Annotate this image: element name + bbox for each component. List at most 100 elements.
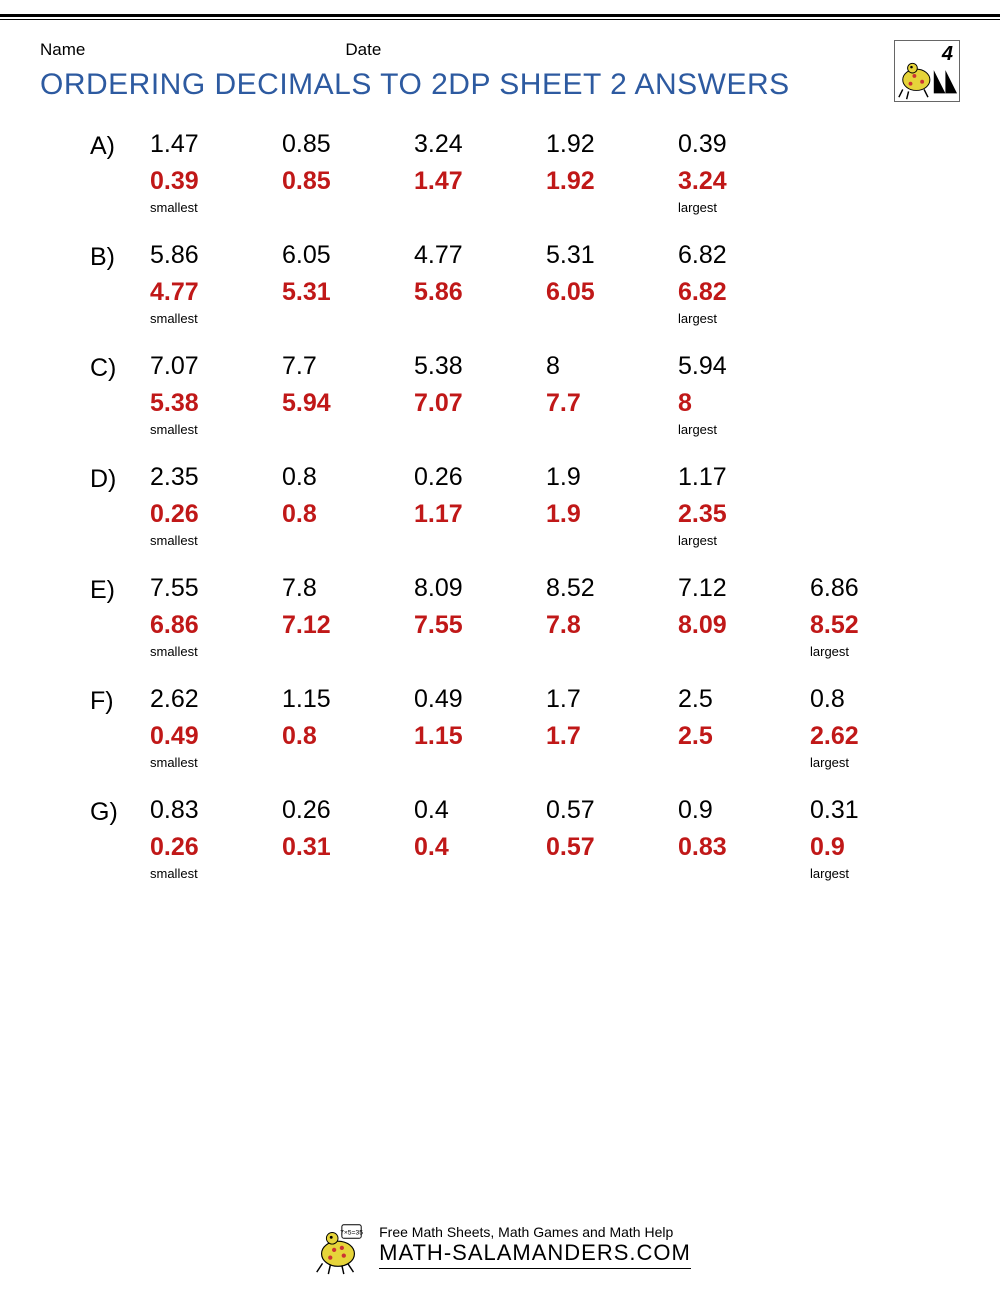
problem-value: 1.15 bbox=[282, 685, 414, 718]
problem-value: 0.49 bbox=[414, 685, 546, 718]
problem-answer: 0.39 bbox=[150, 167, 282, 196]
problem-answer: 7.8 bbox=[546, 611, 678, 640]
problem-value: 0.31 bbox=[810, 796, 942, 829]
problem-answer: 0.26 bbox=[150, 833, 282, 862]
largest-tag: largest bbox=[810, 644, 942, 659]
problem-answer: 0.49 bbox=[150, 722, 282, 751]
problem-row: A)1.470.853.241.920.390.390.851.471.923.… bbox=[90, 130, 960, 215]
problem-value: 2.5 bbox=[678, 685, 810, 718]
problem-value bbox=[810, 130, 942, 163]
problem-value: 0.39 bbox=[678, 130, 810, 163]
problem-answer: 6.86 bbox=[150, 611, 282, 640]
tag-spacer bbox=[414, 866, 546, 881]
problem-answer: 5.31 bbox=[282, 278, 414, 307]
largest-tag: largest bbox=[678, 422, 810, 437]
problem-value: 7.07 bbox=[150, 352, 282, 385]
problem-value: 7.8 bbox=[282, 574, 414, 607]
problem-answer: 0.57 bbox=[546, 833, 678, 862]
problem-value: 0.26 bbox=[282, 796, 414, 829]
problem-answer bbox=[810, 389, 942, 418]
tag-spacer bbox=[546, 422, 678, 437]
tag-spacer bbox=[546, 755, 678, 770]
problem-value: 5.94 bbox=[678, 352, 810, 385]
svg-text:7×5=35: 7×5=35 bbox=[340, 1229, 363, 1236]
problem-answer: 1.47 bbox=[414, 167, 546, 196]
problem-answer: 7.12 bbox=[282, 611, 414, 640]
problem-answer: 1.17 bbox=[414, 500, 546, 529]
tag-spacer bbox=[810, 311, 942, 326]
problem-value: 6.82 bbox=[678, 241, 810, 274]
problem-value: 0.26 bbox=[414, 463, 546, 496]
tag-spacer bbox=[282, 533, 414, 548]
problem-answer: 0.8 bbox=[282, 500, 414, 529]
problem-answer: 0.8 bbox=[282, 722, 414, 751]
problem-value: 7.55 bbox=[150, 574, 282, 607]
problem-value bbox=[810, 463, 942, 496]
largest-tag: largest bbox=[810, 755, 942, 770]
tag-spacer bbox=[414, 311, 546, 326]
problem-letter: E) bbox=[90, 574, 150, 659]
problem-value: 0.57 bbox=[546, 796, 678, 829]
tag-spacer bbox=[282, 644, 414, 659]
grade-badge: 4 bbox=[894, 40, 960, 102]
footer: 7×5=35 Free Math Sheets, Math Games and … bbox=[0, 1217, 1000, 1280]
problem-answer: 1.15 bbox=[414, 722, 546, 751]
problem-value: 6.05 bbox=[282, 241, 414, 274]
problem-value: 0.4 bbox=[414, 796, 546, 829]
problem-value: 4.77 bbox=[414, 241, 546, 274]
smallest-tag: smallest bbox=[150, 533, 282, 548]
problem-value: 2.35 bbox=[150, 463, 282, 496]
problem-row: F)2.621.150.491.72.50.80.490.81.151.72.5… bbox=[90, 685, 960, 770]
smallest-tag: smallest bbox=[150, 866, 282, 881]
problem-value: 1.92 bbox=[546, 130, 678, 163]
problem-value: 1.7 bbox=[546, 685, 678, 718]
problem-answer bbox=[810, 500, 942, 529]
tag-spacer bbox=[282, 422, 414, 437]
smallest-tag: smallest bbox=[150, 311, 282, 326]
problem-answer: 6.05 bbox=[546, 278, 678, 307]
problem-answer: 8.09 bbox=[678, 611, 810, 640]
problem-answer: 7.7 bbox=[546, 389, 678, 418]
footer-salamander-icon: 7×5=35 bbox=[309, 1217, 367, 1275]
problem-value: 0.85 bbox=[282, 130, 414, 163]
problem-value: 5.86 bbox=[150, 241, 282, 274]
worksheet-page: Name Date ORDERING DECIMALS TO 2DP SHEET… bbox=[0, 20, 1000, 881]
problem-value: 8.52 bbox=[546, 574, 678, 607]
grade-number: 4 bbox=[942, 43, 953, 66]
problem-value: 3.24 bbox=[414, 130, 546, 163]
smallest-tag: smallest bbox=[150, 200, 282, 215]
problem-row: E)7.557.88.098.527.126.866.867.127.557.8… bbox=[90, 574, 960, 659]
footer-tagline: Free Math Sheets, Math Games and Math He… bbox=[379, 1224, 691, 1240]
problem-value: 1.17 bbox=[678, 463, 810, 496]
problem-answer: 0.4 bbox=[414, 833, 546, 862]
smallest-tag: smallest bbox=[150, 422, 282, 437]
problem-row: B)5.866.054.775.316.824.775.315.866.056.… bbox=[90, 241, 960, 326]
tag-spacer bbox=[678, 644, 810, 659]
problem-letter: G) bbox=[90, 796, 150, 881]
problem-answer: 5.38 bbox=[150, 389, 282, 418]
problem-answer: 0.85 bbox=[282, 167, 414, 196]
problem-answer: 1.92 bbox=[546, 167, 678, 196]
problem-letter: B) bbox=[90, 241, 150, 326]
problem-answer: 1.9 bbox=[546, 500, 678, 529]
tag-spacer bbox=[414, 644, 546, 659]
problem-value: 0.8 bbox=[282, 463, 414, 496]
title-row: ORDERING DECIMALS TO 2DP SHEET 2 ANSWERS… bbox=[40, 68, 960, 102]
largest-tag: largest bbox=[678, 533, 810, 548]
tag-spacer bbox=[414, 422, 546, 437]
problem-row: D)2.350.80.261.91.170.260.81.171.92.35sm… bbox=[90, 463, 960, 548]
footer-text: Free Math Sheets, Math Games and Math He… bbox=[379, 1224, 691, 1269]
problem-letter: F) bbox=[90, 685, 150, 770]
name-label: Name bbox=[40, 40, 85, 60]
problem-value: 1.47 bbox=[150, 130, 282, 163]
tag-spacer bbox=[414, 755, 546, 770]
problem-answer: 8.52 bbox=[810, 611, 942, 640]
problem-answer: 2.5 bbox=[678, 722, 810, 751]
problem-answer: 7.55 bbox=[414, 611, 546, 640]
problem-letter: A) bbox=[90, 130, 150, 215]
smallest-tag: smallest bbox=[150, 644, 282, 659]
problem-value: 5.38 bbox=[414, 352, 546, 385]
problem-value bbox=[810, 352, 942, 385]
problem-value: 5.31 bbox=[546, 241, 678, 274]
problem-value: 0.9 bbox=[678, 796, 810, 829]
